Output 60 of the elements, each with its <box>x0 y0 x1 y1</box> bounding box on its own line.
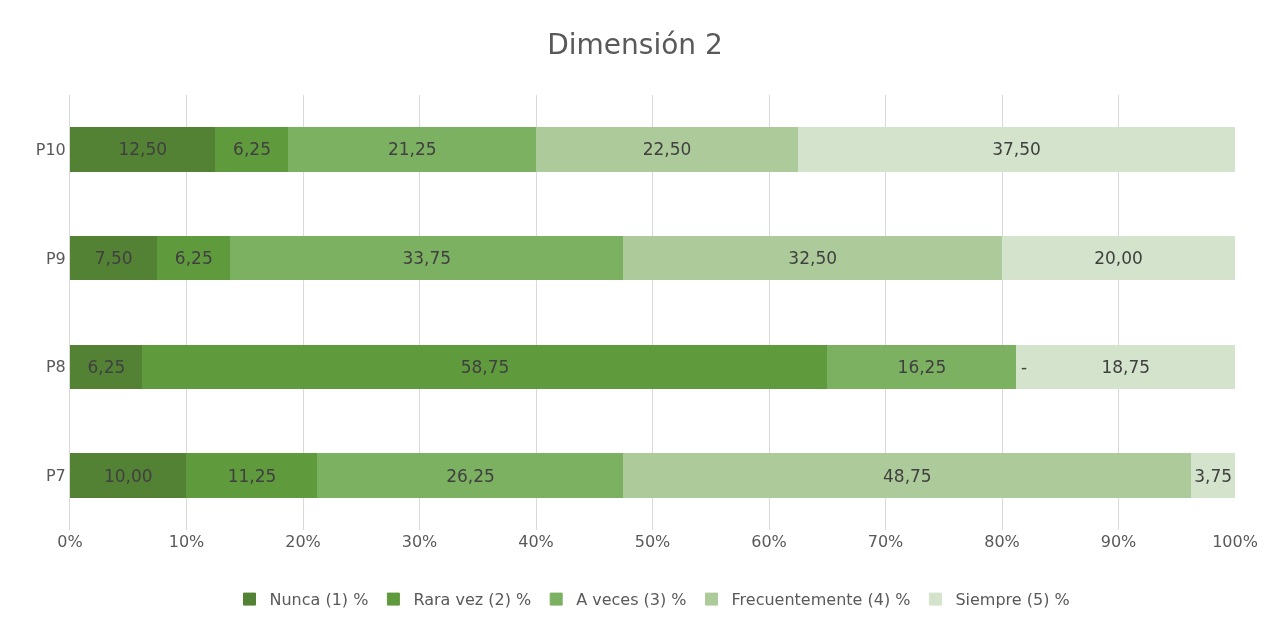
bar <box>622 453 1192 498</box>
data-label: 16,25 <box>897 356 947 377</box>
data-label: 37,50 <box>992 139 1041 160</box>
x-tick-label: 100% <box>1212 532 1258 551</box>
legend-label: Rara vez (2) % <box>413 590 532 610</box>
data-label: 7,50 <box>94 248 133 269</box>
bar <box>186 453 319 498</box>
bar <box>317 453 624 498</box>
bar <box>622 235 1003 281</box>
y-tick-label: P10 <box>35 139 66 159</box>
data-label: 21,25 <box>387 139 437 160</box>
legend-label: A veces (3) % <box>576 590 687 610</box>
x-tick-label: 10% <box>168 532 205 551</box>
legend-label: Siempre (5) % <box>955 590 1070 610</box>
x-tick-label: 20% <box>285 532 321 551</box>
bar <box>70 453 187 498</box>
x-tick-label: 70% <box>867 532 904 551</box>
y-tick-label: P8 <box>45 357 66 377</box>
data-label: 22,50 <box>642 139 692 160</box>
bar <box>229 235 624 281</box>
bar <box>142 344 828 390</box>
chart-title: Dimensión 2 <box>547 27 723 61</box>
data-label: 20,00 <box>1094 248 1143 269</box>
data-label: - <box>1021 357 1028 377</box>
x-tick-label: 50% <box>634 532 671 551</box>
bar <box>287 127 537 172</box>
data-label: 26,25 <box>446 465 495 486</box>
data-label: 3,75 <box>1194 465 1233 486</box>
data-label: 32,50 <box>788 248 838 269</box>
bar <box>70 127 217 172</box>
data-label: 6,25 <box>233 139 271 160</box>
bar <box>797 127 1235 172</box>
bar <box>1001 235 1235 281</box>
legend-label: Nunca (1) % <box>269 590 369 610</box>
x-tick-label: 90% <box>1100 532 1137 551</box>
bar <box>215 127 289 172</box>
x-tick-label: 0% <box>57 532 83 551</box>
x-tick-label: 40% <box>518 532 554 551</box>
bar <box>826 344 1018 390</box>
data-label: 10,00 <box>103 465 153 486</box>
y-tick-label: P7 <box>45 466 66 486</box>
data-label: 6,25 <box>87 356 126 377</box>
data-label: 18,75 <box>1101 356 1151 377</box>
data-label: 33,75 <box>402 248 452 269</box>
legend-label: Frecuentemente (4) % <box>731 590 911 610</box>
x-tick-label: 60% <box>751 532 787 551</box>
x-tick-label: 30% <box>401 532 438 551</box>
bar <box>1016 344 1235 390</box>
data-label: 58,75 <box>460 356 510 377</box>
bar <box>1190 453 1235 498</box>
bar <box>70 344 144 390</box>
x-tick-label: 80% <box>984 532 1020 551</box>
bar <box>70 235 158 281</box>
data-label: 11,25 <box>227 465 277 486</box>
data-label: 12,50 <box>118 139 168 160</box>
bar <box>156 235 231 281</box>
bar <box>535 127 799 172</box>
data-label: 48,75 <box>883 465 932 486</box>
data-label: 6,25 <box>174 248 213 269</box>
y-tick-label: P9 <box>45 248 66 268</box>
